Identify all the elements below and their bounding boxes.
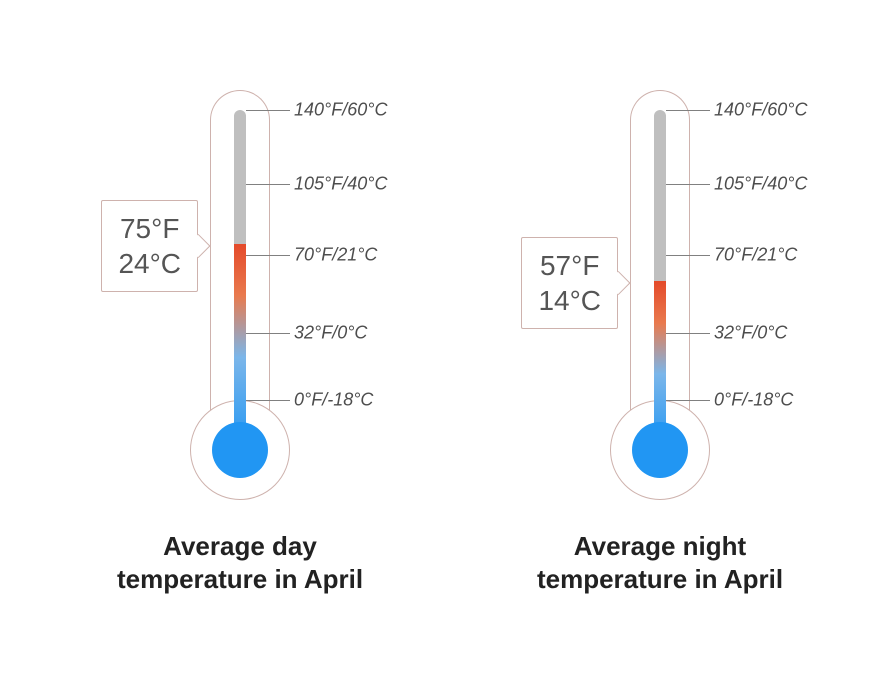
callout-pointer [606, 271, 630, 295]
temperature-infographic: 140°F/60°C 105°F/40°C 70°F/21°C 32°F/0°C… [0, 0, 880, 680]
scale-tick [666, 333, 710, 334]
scale-tick [246, 184, 290, 185]
callout-fahrenheit: 57°F [538, 248, 601, 283]
caption-line: temperature in April [460, 563, 860, 596]
scale-label: 32°F/0°C [294, 323, 367, 344]
caption-line: Average night [460, 530, 860, 563]
caption-line: temperature in April [40, 563, 440, 596]
callout-fahrenheit: 75°F [118, 211, 181, 246]
panel-day: 140°F/60°C 105°F/40°C 70°F/21°C 32°F/0°C… [40, 0, 440, 680]
thermometer-fill [234, 244, 246, 450]
scale-label: 0°F/-18°C [714, 390, 793, 411]
scale-tick [666, 110, 710, 111]
scale-tick [666, 255, 710, 256]
scale-tick [666, 184, 710, 185]
scale-label: 70°F/21°C [294, 245, 377, 266]
scale-label: 32°F/0°C [714, 323, 787, 344]
value-callout: 57°F 14°C [521, 237, 618, 329]
scale-tick [246, 400, 290, 401]
panel-caption: Average night temperature in April [460, 530, 860, 595]
scale-label: 105°F/40°C [714, 174, 807, 195]
panel-caption: Average day temperature in April [40, 530, 440, 595]
scale-label: 105°F/40°C [294, 174, 387, 195]
scale-label: 140°F/60°C [294, 100, 387, 121]
callout-celsius: 14°C [538, 283, 601, 318]
callout-celsius: 24°C [118, 246, 181, 281]
thermometer-bulb [212, 422, 268, 478]
scale-tick [246, 333, 290, 334]
scale-tick [246, 110, 290, 111]
scale-tick [666, 400, 710, 401]
scale-tick [246, 255, 290, 256]
scale-label: 70°F/21°C [714, 245, 797, 266]
scale-label: 140°F/60°C [714, 100, 807, 121]
value-callout: 75°F 24°C [101, 200, 198, 292]
thermometer-bulb [632, 422, 688, 478]
caption-line: Average day [40, 530, 440, 563]
panel-night: 140°F/60°C 105°F/40°C 70°F/21°C 32°F/0°C… [460, 0, 860, 680]
callout-pointer [186, 234, 210, 258]
scale-label: 0°F/-18°C [294, 390, 373, 411]
